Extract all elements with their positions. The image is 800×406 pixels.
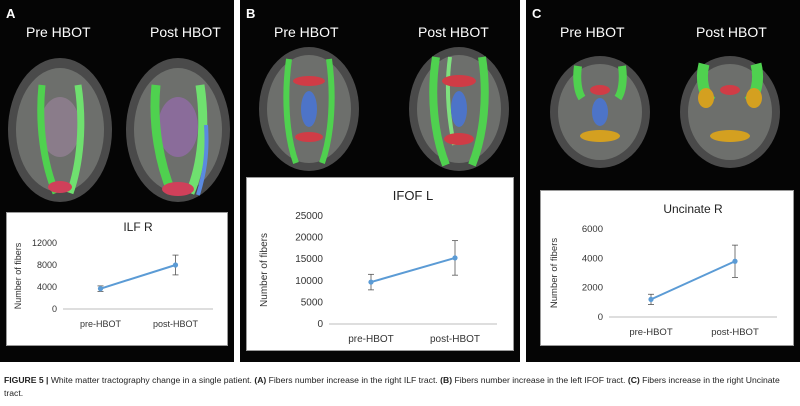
data-point <box>452 255 458 261</box>
y-axis-label: Number of fibers <box>259 233 270 307</box>
chart-title: IFOF L <box>393 188 433 203</box>
x-tick-label: post-HBOT <box>711 327 759 338</box>
caption-c-text: Fibers increase in the right Uncinate tr… <box>4 375 780 398</box>
y-tick-label: 0 <box>52 304 57 314</box>
figure-panel-b: B Pre HBOT Post HBOT IFOF L Number of fib… <box>240 0 520 362</box>
chart-uncinate-r: Uncinate R Number of fibers 0 2000 4000 6000 p… <box>549 202 777 338</box>
data-point <box>172 262 179 268</box>
caption-a-text: Fibers number increase in the right ILF … <box>266 375 441 385</box>
chart-box-ifof-l: IFOF L Number of fibers 0 5000 10000 15000 200… <box>246 177 514 351</box>
y-tick-label: 0 <box>317 319 323 330</box>
y-tick-label: 2000 <box>582 283 603 294</box>
panel-letter-a: A <box>6 6 16 21</box>
y-tick-label: 25000 <box>295 211 323 222</box>
series-line <box>370 256 456 284</box>
chart-ilf-r: ILF R Number of fibers 0 4000 8000 12000 pre-H… <box>13 220 213 329</box>
post-hbot-label-c: Post HBOT <box>696 24 767 40</box>
series-line <box>100 264 176 290</box>
pre-hbot-label-b: Pre HBOT <box>274 24 339 40</box>
caption-a-tag: (A) <box>254 375 267 385</box>
y-axis-label: Number of fibers <box>549 238 560 308</box>
figure-panel-c: C Pre HBOT Post HBOT Uncinate R Number of… <box>526 0 800 362</box>
brain-image-post-c <box>680 56 780 168</box>
chart-ifof-l: IFOF L Number of fibers 0 5000 10000 15000 200… <box>259 188 497 345</box>
y-tick-label: 4000 <box>37 282 57 292</box>
y-tick-label: 0 <box>598 312 603 323</box>
x-tick-label: post-HBOT <box>153 319 199 329</box>
post-hbot-label-b: Post HBOT <box>418 24 489 40</box>
caption-intro: White matter tractography change in a si… <box>48 375 255 385</box>
brain-image-pre-c <box>550 56 650 168</box>
x-tick-label: pre-HBOT <box>80 319 122 329</box>
pre-hbot-label-a: Pre HBOT <box>26 24 91 40</box>
y-tick-label: 5000 <box>301 297 324 308</box>
caption-c-tag: (C) <box>627 375 640 385</box>
series-line <box>650 260 736 301</box>
post-hbot-label-a: Post HBOT <box>150 24 221 40</box>
pre-hbot-label-c: Pre HBOT <box>560 24 625 40</box>
y-tick-label: 10000 <box>295 276 323 287</box>
brain-image-post-b <box>409 47 509 171</box>
chart-box-uncinate-r: Uncinate R Number of fibers 0 2000 4000 6000 p… <box>540 190 794 346</box>
chart-box-ilf-r: ILF R Number of fibers 0 4000 8000 12000 pre-H… <box>6 212 228 346</box>
figure-panel-a: A Pre HBOT Post HBOT ILF R Number of fibe… <box>0 0 234 362</box>
panel-letter-b: B <box>246 6 256 21</box>
y-tick-label: 15000 <box>295 254 323 265</box>
panel-letter-c: C <box>532 6 542 21</box>
y-tick-label: 8000 <box>37 260 57 270</box>
data-point <box>368 279 374 285</box>
y-tick-label: 12000 <box>32 238 57 248</box>
x-tick-label: pre-HBOT <box>629 327 672 338</box>
figure-caption: FIGURE 5 | White matter tractography cha… <box>4 374 796 399</box>
y-axis-label: Number of fibers <box>13 242 23 309</box>
x-tick-label: pre-HBOT <box>348 334 394 345</box>
brain-image-pre-a <box>8 58 112 202</box>
caption-figure-label: FIGURE 5 | <box>4 375 49 385</box>
caption-b-text: Fibers number increase in the left IFOF … <box>452 375 628 385</box>
data-point <box>732 258 738 264</box>
caption-b-tag: (B) <box>440 375 453 385</box>
data-point <box>648 296 654 302</box>
brain-image-pre-b <box>259 47 359 171</box>
y-tick-label: 6000 <box>582 224 603 235</box>
brain-image-post-a <box>126 58 230 202</box>
x-tick-label: post-HBOT <box>430 334 480 345</box>
y-tick-label: 4000 <box>582 253 603 264</box>
chart-title: Uncinate R <box>663 202 723 216</box>
data-point <box>97 286 104 292</box>
y-tick-label: 20000 <box>295 233 323 244</box>
chart-title: ILF R <box>123 220 153 234</box>
